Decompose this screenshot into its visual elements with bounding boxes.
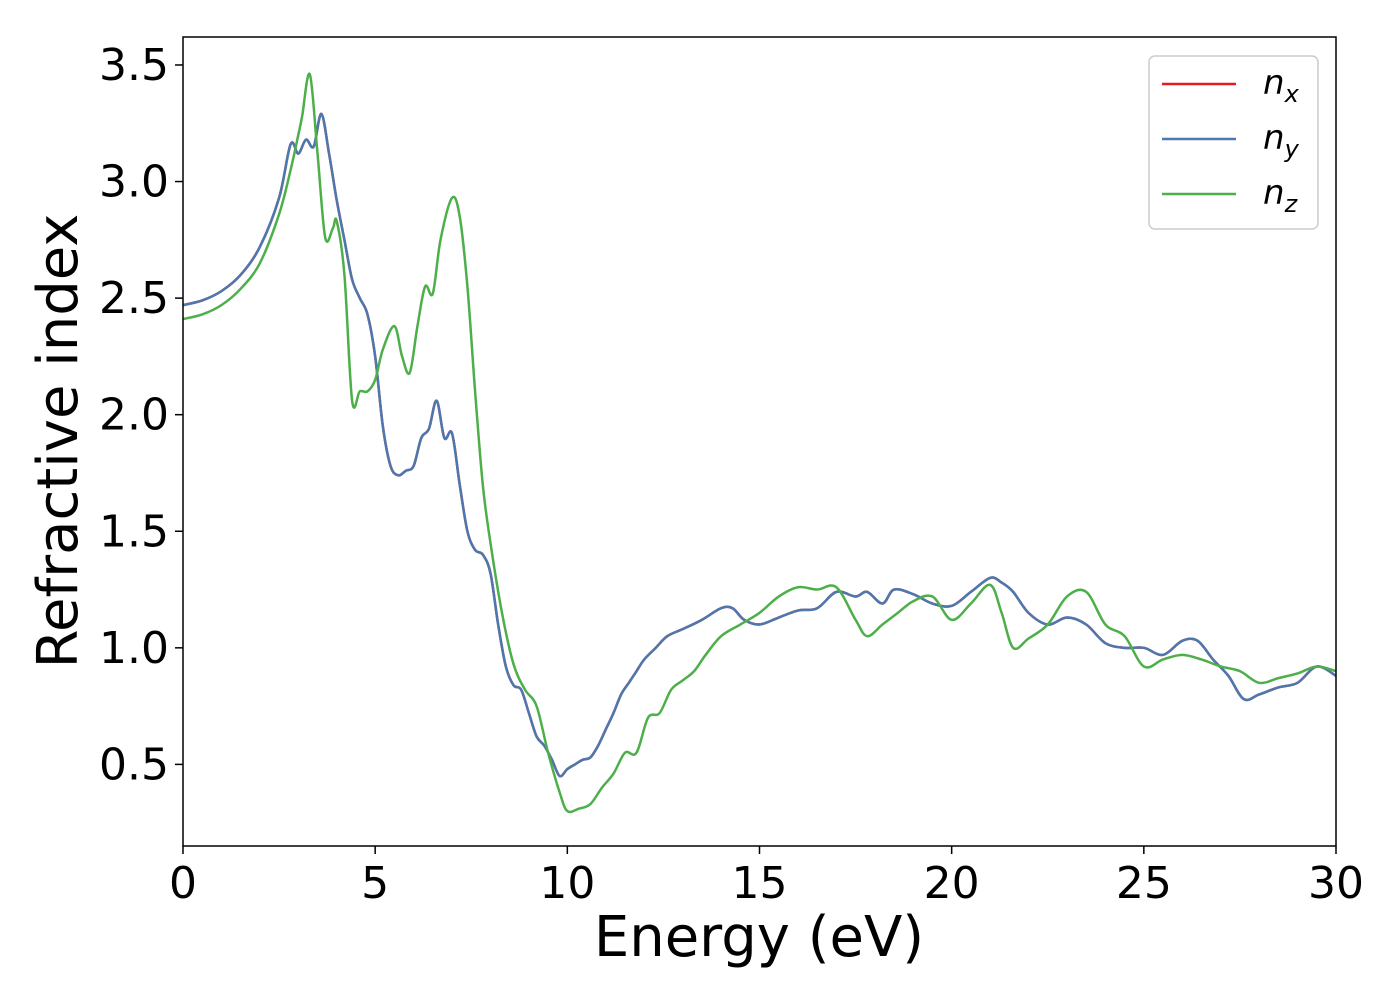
legend-box <box>1148 55 1319 230</box>
legend-label-y: ny <box>1263 118 1300 163</box>
x-tick-label: 30 <box>1308 858 1364 909</box>
x-axis-title: Energy (eV) <box>594 905 924 970</box>
x-axis-ticks: 0 5 10 15 20 25 30 <box>169 846 1364 909</box>
plot-background <box>183 37 1336 846</box>
y-tick-label: 1.0 <box>99 623 169 674</box>
x-tick-label: 25 <box>1116 858 1172 909</box>
y-tick-label: 2.5 <box>99 273 169 324</box>
legend-label-x: nx <box>1263 63 1300 108</box>
y-tick-label: 2.0 <box>99 390 169 441</box>
x-tick-label: 10 <box>539 858 595 909</box>
series-layer <box>182 72 1337 814</box>
series-line-y <box>182 112 1337 778</box>
x-tick-label: 0 <box>169 858 197 909</box>
y-axis-ticks: 0.5 1.0 1.5 2.0 2.5 3.0 3.5 <box>99 40 183 790</box>
y-tick-label: 3.5 <box>99 40 169 91</box>
y-axis-title: Refractive index <box>26 214 91 669</box>
series-line-z <box>182 72 1337 814</box>
x-tick-label: 15 <box>732 858 788 909</box>
legend: nx ny nz <box>1148 55 1319 230</box>
y-tick-label: 0.5 <box>99 739 169 790</box>
x-tick-label: 20 <box>924 858 980 909</box>
legend-label-z: nz <box>1263 173 1299 218</box>
y-tick-label: 3.0 <box>99 157 169 208</box>
x-tick-label: 5 <box>361 858 389 909</box>
y-tick-label: 1.5 <box>99 506 169 557</box>
